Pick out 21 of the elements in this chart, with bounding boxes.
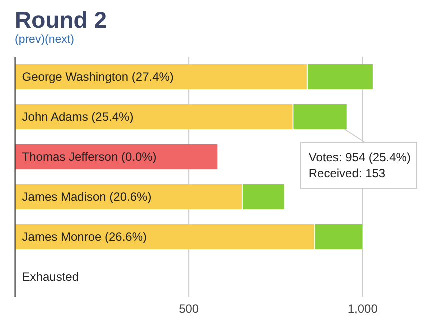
bar	[15, 104, 293, 130]
bar	[315, 224, 363, 250]
x-tick-label: 1,000	[348, 302, 378, 316]
chart-title: Round 2	[15, 7, 107, 33]
y-tick-label: Thomas Jefferson (0.0%)	[22, 150, 157, 164]
y-tick-label: James Madison (20.6%)	[22, 190, 152, 204]
y-tick-label: James Monroe (26.6%)	[22, 230, 148, 244]
bar	[294, 104, 347, 130]
bar	[15, 224, 314, 250]
bar	[15, 64, 307, 90]
bar	[242, 184, 284, 210]
bar	[15, 144, 218, 170]
bar	[15, 184, 242, 210]
annotation: Received: 153	[308, 166, 386, 180]
chart-subtitle: (prev)(next)	[15, 34, 75, 46]
y-tick-label: John Adams (25.4%)	[22, 110, 134, 124]
x-tick-label: 500	[179, 302, 200, 316]
bar	[308, 64, 373, 90]
y-tick-label: George Washington (27.4%)	[22, 70, 174, 84]
annotation: Votes: 954 (25.4%)	[308, 150, 411, 164]
y-tick-label: Exhausted	[22, 270, 80, 284]
